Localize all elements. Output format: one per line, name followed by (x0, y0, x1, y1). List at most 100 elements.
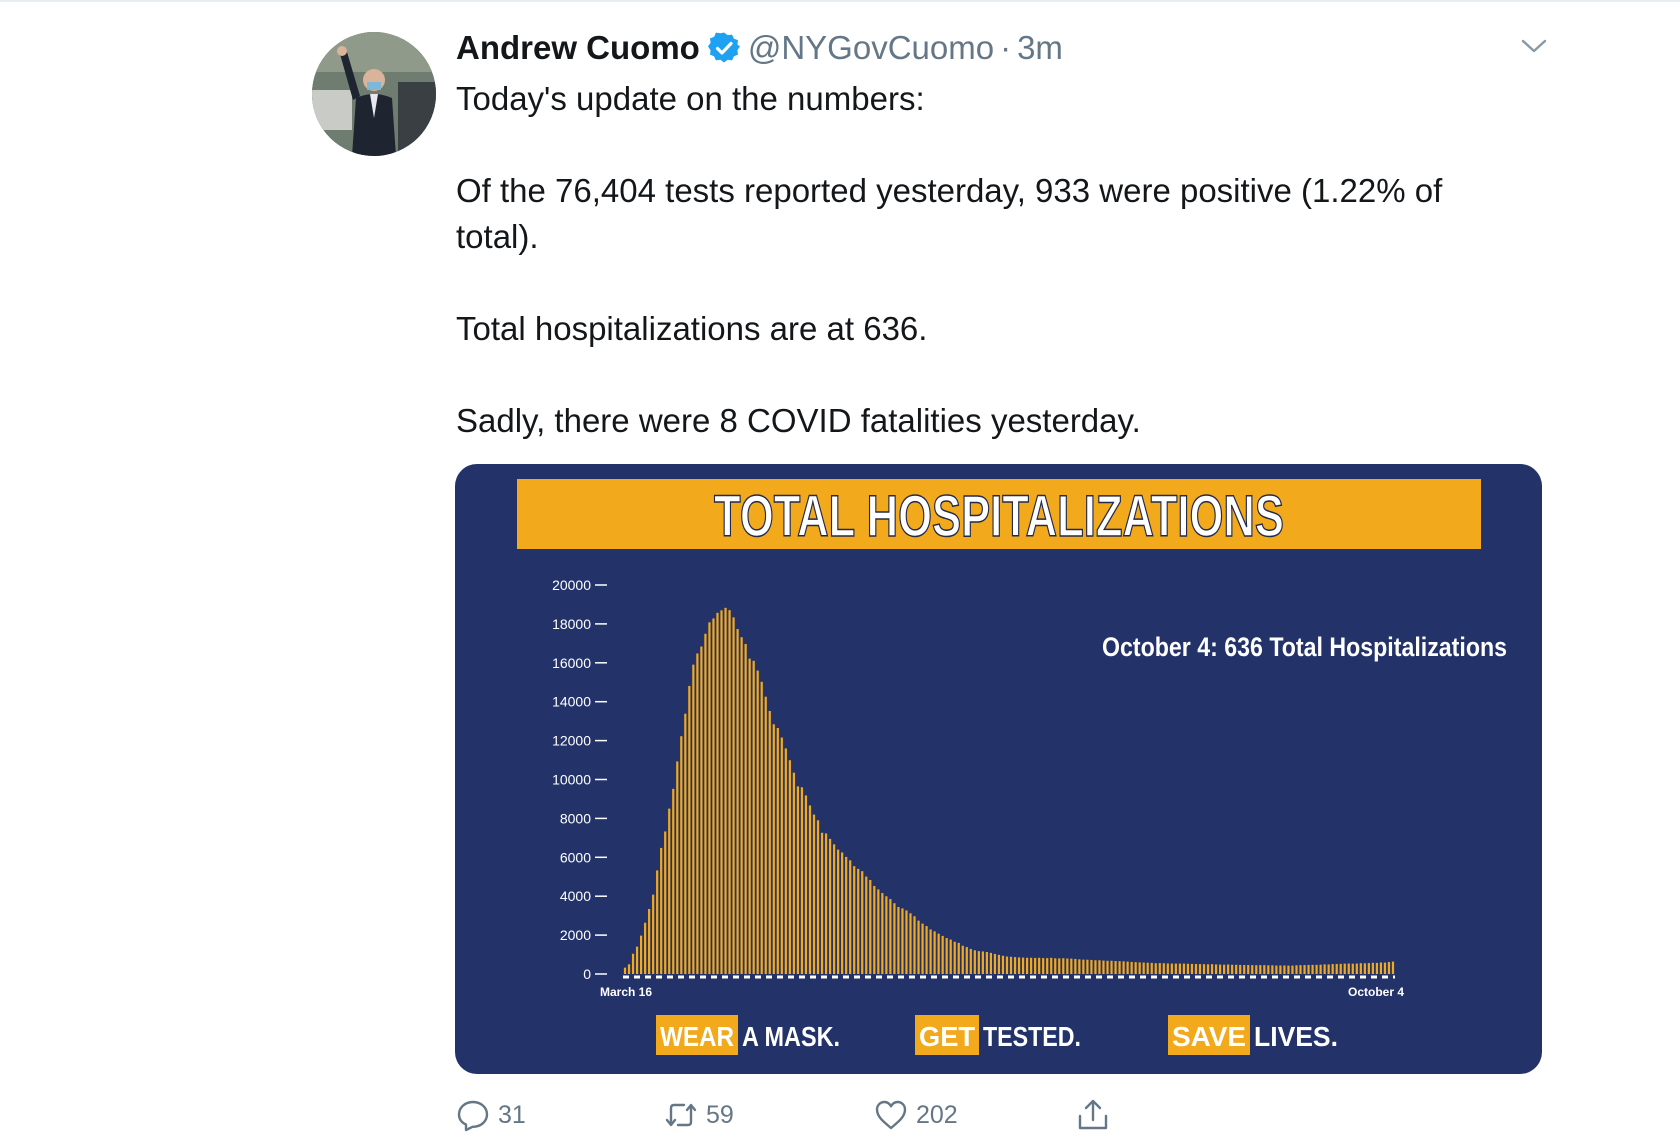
y-tick-label: 20000 (552, 577, 591, 593)
bar (639, 935, 643, 974)
bar (1142, 962, 1145, 974)
bar (1223, 964, 1226, 974)
y-tick-label: 16000 (552, 655, 591, 671)
tweet-timestamp[interactable]: 3m (1017, 29, 1063, 66)
reply-count: 31 (498, 1100, 526, 1129)
chevron-down-icon[interactable] (1520, 36, 1548, 56)
reply-button[interactable]: 31 (456, 1095, 526, 1135)
bar (812, 814, 816, 974)
chart-annotation: October 4: 636 Total Hospitalizations (1102, 632, 1507, 662)
avatar-photo (312, 32, 436, 156)
bar (1154, 963, 1157, 974)
bar (1335, 963, 1338, 974)
bar (716, 612, 719, 974)
bar (1347, 963, 1350, 974)
bar (1239, 964, 1242, 974)
like-button[interactable]: 202 (874, 1095, 958, 1135)
bar (1174, 963, 1177, 974)
retweet-button[interactable]: 59 (664, 1095, 734, 1135)
bar (1166, 963, 1169, 974)
avatar[interactable] (312, 32, 436, 156)
bar (1110, 960, 1113, 974)
bar (1235, 964, 1238, 974)
bar (1351, 963, 1354, 974)
bar (1178, 963, 1181, 974)
bar (1271, 965, 1274, 974)
chart-title-banner (517, 479, 1481, 549)
bar (792, 772, 795, 974)
bar (1198, 964, 1202, 974)
bar (945, 938, 948, 974)
bar (1078, 959, 1081, 974)
bar-series (623, 607, 1395, 974)
bar (832, 844, 836, 974)
bar (1046, 958, 1049, 974)
bar (748, 658, 751, 974)
bar (1013, 957, 1017, 974)
bar (1279, 965, 1282, 974)
y-tick-label: 8000 (560, 810, 591, 826)
y-tick-label: 10000 (552, 772, 591, 788)
bar (648, 908, 651, 974)
bar (1359, 963, 1362, 974)
bar (1383, 962, 1387, 974)
author-name[interactable]: Andrew Cuomo (456, 29, 700, 66)
bar (764, 696, 767, 974)
tweet-paragraph: Today's update on the numbers: (456, 80, 925, 117)
bar (881, 893, 884, 974)
bar (1214, 964, 1218, 974)
bar (1327, 964, 1330, 974)
bar (865, 876, 868, 974)
bar (1295, 965, 1298, 974)
bar (1190, 963, 1194, 974)
x-end-label: October 4 (1348, 985, 1404, 999)
footer-slogan: GET TESTED. (915, 1015, 1081, 1055)
y-tick-label: 18000 (552, 616, 591, 632)
bar (692, 664, 695, 974)
bar (796, 786, 800, 974)
bar (1094, 960, 1097, 974)
bar (1021, 957, 1025, 974)
bar (736, 629, 739, 974)
bar (1182, 963, 1186, 974)
bar (828, 838, 832, 974)
bar (981, 951, 984, 974)
share-button[interactable] (1076, 1095, 1110, 1135)
bar (953, 941, 956, 974)
bar (857, 868, 860, 974)
tweet-media-image[interactable]: TOTAL HOSPITALIZATIONS October 4: 636 To… (455, 464, 1542, 1074)
bar (1170, 963, 1173, 974)
retweet-count: 59 (706, 1100, 734, 1129)
bar (712, 618, 715, 974)
y-tick-label: 12000 (552, 733, 591, 749)
bar (1034, 957, 1037, 974)
bar (1371, 962, 1374, 974)
bar (1307, 964, 1310, 974)
bar (1017, 957, 1021, 974)
bar (800, 787, 804, 974)
bar (1126, 961, 1129, 974)
bar (869, 879, 872, 974)
bar (1339, 963, 1342, 974)
slogan-highlight-box (915, 1015, 979, 1055)
bar (1343, 963, 1346, 974)
bar (756, 670, 759, 974)
bar (897, 906, 900, 974)
tweet-body: Today's update on the numbers: Of the 76… (456, 76, 1516, 490)
bar (1283, 965, 1286, 974)
bar (1391, 961, 1395, 974)
bar (941, 935, 944, 974)
bar (957, 942, 960, 974)
y-tick-label: 4000 (560, 888, 591, 904)
bar (1082, 959, 1085, 974)
bar (965, 947, 968, 974)
bar (824, 833, 828, 974)
slogan-rest-text: TESTED. (983, 1021, 1081, 1052)
bar (627, 964, 631, 974)
bar (1210, 964, 1214, 974)
author-handle[interactable]: @NYGovCuomo (747, 29, 995, 66)
bar (780, 737, 783, 974)
bar (680, 736, 683, 974)
bar (1086, 959, 1089, 974)
bar (889, 899, 892, 974)
